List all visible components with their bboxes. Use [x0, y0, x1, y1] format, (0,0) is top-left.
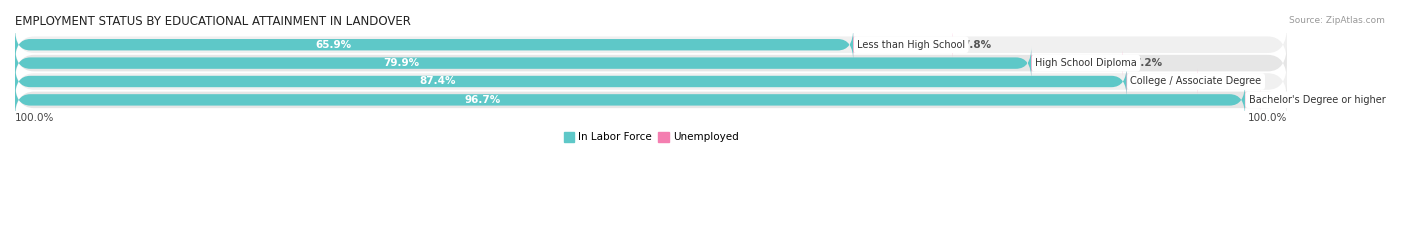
Text: 5.6%: 5.6%	[1208, 76, 1237, 86]
FancyBboxPatch shape	[15, 47, 1031, 79]
Text: 100.0%: 100.0%	[15, 113, 55, 123]
FancyBboxPatch shape	[1244, 87, 1260, 113]
FancyBboxPatch shape	[15, 25, 1286, 64]
Legend: In Labor Force, Unemployed: In Labor Force, Unemployed	[560, 128, 742, 147]
Text: High School Diploma: High School Diploma	[1035, 58, 1137, 68]
Text: Less than High School: Less than High School	[858, 40, 965, 50]
FancyBboxPatch shape	[15, 44, 1286, 82]
Text: 7.8%: 7.8%	[963, 40, 991, 50]
Text: 7.2%: 7.2%	[1133, 58, 1163, 68]
Text: EMPLOYMENT STATUS BY EDUCATIONAL ATTAINMENT IN LANDOVER: EMPLOYMENT STATUS BY EDUCATIONAL ATTAINM…	[15, 15, 411, 28]
Text: 96.7%: 96.7%	[464, 95, 501, 105]
Text: 65.9%: 65.9%	[315, 40, 352, 50]
FancyBboxPatch shape	[15, 28, 853, 61]
Text: 1.2%: 1.2%	[1271, 95, 1299, 105]
FancyBboxPatch shape	[15, 83, 1244, 116]
FancyBboxPatch shape	[1031, 50, 1123, 76]
Text: Source: ZipAtlas.com: Source: ZipAtlas.com	[1289, 16, 1385, 25]
FancyBboxPatch shape	[853, 32, 952, 57]
Text: 87.4%: 87.4%	[419, 76, 456, 86]
FancyBboxPatch shape	[15, 81, 1286, 119]
FancyBboxPatch shape	[15, 65, 1126, 98]
FancyBboxPatch shape	[15, 62, 1286, 101]
FancyBboxPatch shape	[1126, 69, 1198, 94]
Text: Bachelor's Degree or higher: Bachelor's Degree or higher	[1249, 95, 1385, 105]
Text: College / Associate Degree: College / Associate Degree	[1130, 76, 1261, 86]
Text: 100.0%: 100.0%	[1247, 113, 1286, 123]
Text: 79.9%: 79.9%	[382, 58, 419, 68]
